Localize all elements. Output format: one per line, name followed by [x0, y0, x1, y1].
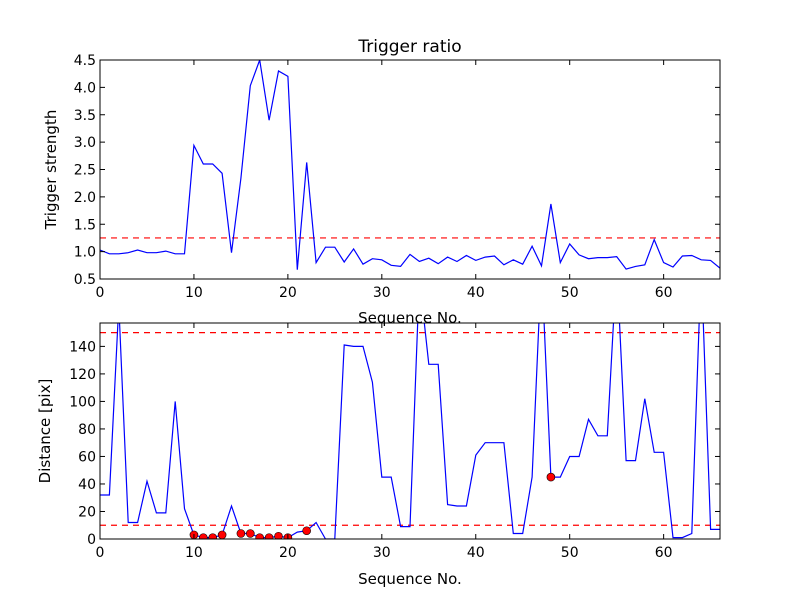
chart-title: Trigger ratio — [357, 37, 461, 57]
axes-frame — [99, 59, 721, 280]
y-tick-label: 2.5 — [74, 163, 96, 179]
x-axis-label: Sequence No. — [358, 570, 462, 588]
y-tick-label: 20 — [78, 504, 96, 520]
y-tick-label: 4.5 — [74, 53, 96, 69]
trigger-marker — [255, 533, 264, 539]
trigger-marker — [246, 529, 255, 538]
trigger-marker — [274, 531, 283, 539]
x-tick-label: 50 — [561, 545, 579, 561]
x-tick-label: 20 — [279, 545, 297, 561]
axes-frame — [99, 322, 721, 540]
y-axis-label: Trigger strength — [42, 110, 60, 231]
x-tick-label: 10 — [185, 545, 203, 561]
y-tick-label: 80 — [78, 422, 96, 438]
y-axis-label: Distance [pix] — [36, 379, 54, 484]
y-tick-label: 100 — [69, 394, 96, 410]
x-tick-label: 40 — [467, 285, 485, 301]
x-tick-label: 40 — [467, 545, 485, 561]
x-tick-label: 30 — [373, 285, 391, 301]
y-tick-label: 140 — [69, 339, 96, 355]
distance-panel: 0 10 20 30 40 50 60 0 20 40 60 80 100 120 140 Sequence … — [36, 322, 721, 588]
x-axis-label: Sequence No. — [358, 309, 462, 327]
y-tick-label: 4.0 — [74, 80, 96, 96]
trigger-marker — [236, 529, 246, 538]
x-tick-label: 20 — [279, 285, 297, 301]
y-tick-label: 60 — [78, 449, 96, 465]
x-tick-label: 50 — [561, 285, 579, 301]
x-tick-label: 0 — [96, 285, 105, 301]
trigger-marker — [546, 472, 556, 482]
y-tick-label: 40 — [78, 477, 96, 493]
y-tick-label: 0 — [87, 532, 96, 548]
x-tick-label: 10 — [185, 285, 203, 301]
trigger-marker — [264, 533, 274, 539]
x-tick-label: 60 — [655, 545, 673, 561]
y-tick-label: 3.0 — [74, 135, 96, 151]
y-tick-label: 0.5 — [74, 272, 96, 288]
trigger-ratio-panel: 0 10 20 30 40 50 60 0.5 1.0 1.5 2.0 2.5 3.0 3.5 4.0 4.5… — [42, 37, 721, 327]
y-tick-label: 2.0 — [74, 190, 96, 206]
x-tick-label: 0 — [96, 545, 105, 561]
trigger-marker — [199, 533, 208, 539]
y-tick-label: 1.0 — [74, 245, 96, 261]
y-tick-label: 1.5 — [74, 217, 96, 233]
x-tick-label: 60 — [655, 285, 673, 301]
y-tick-label: 3.5 — [74, 108, 96, 124]
series-line-0 — [100, 60, 720, 270]
trigger-marker — [217, 530, 227, 539]
plot-area — [100, 60, 720, 270]
plot-area — [100, 323, 720, 539]
x-tick-label: 30 — [373, 545, 391, 561]
y-tick-label: 120 — [69, 367, 96, 383]
trigger-marker — [208, 533, 218, 539]
trigger-marker — [302, 526, 311, 536]
series-line-0 — [100, 323, 720, 539]
